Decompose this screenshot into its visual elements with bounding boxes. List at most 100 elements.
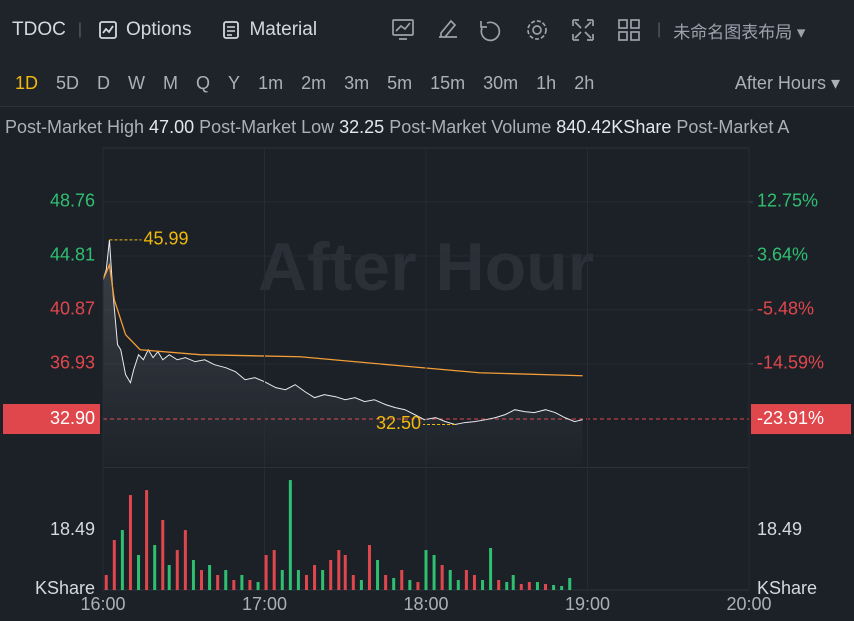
timeframe[interactable]: 1m bbox=[258, 72, 284, 93]
timeframe[interactable]: 1h bbox=[536, 72, 557, 93]
volume-bar bbox=[304, 575, 308, 590]
y-tick-label: 18.49 bbox=[50, 519, 95, 539]
timeframe[interactable]: Y bbox=[228, 72, 241, 93]
volume-bar bbox=[161, 520, 165, 590]
volume-bar bbox=[240, 575, 244, 590]
layout-name[interactable]: 未命名图表布局 ▾ bbox=[673, 22, 806, 42]
price-area bbox=[103, 239, 583, 465]
price-line bbox=[102, 262, 583, 377]
y2-axis-unit: KShare bbox=[757, 578, 817, 598]
volume-bar bbox=[497, 580, 501, 590]
layout-label: 未命名图表布局 bbox=[673, 22, 793, 42]
stat-label: Post-Market Volume bbox=[389, 116, 552, 137]
annotation: 45.99 bbox=[143, 229, 188, 249]
y-tick-label: 44.81 bbox=[50, 245, 95, 265]
volume-bar bbox=[568, 577, 572, 590]
stats-bar: Post-Market High 47.00 Post-Market Low 32.2… bbox=[0, 110, 854, 144]
timeframe[interactable]: 1D bbox=[15, 72, 39, 93]
volume-bar bbox=[288, 480, 292, 590]
volume-bar bbox=[200, 570, 204, 590]
timeframe[interactable]: W bbox=[128, 72, 146, 93]
volume-bar bbox=[552, 585, 556, 590]
symbol[interactable]: TDOC bbox=[12, 19, 66, 40]
volume-bar bbox=[424, 550, 428, 590]
stat-value: 32.25 bbox=[339, 116, 385, 137]
volume-bar bbox=[175, 550, 179, 590]
volume-bar bbox=[392, 577, 396, 590]
timeframe[interactable]: D bbox=[97, 72, 111, 93]
x-tick-label: 18:00 bbox=[403, 594, 448, 614]
volume-bar bbox=[464, 570, 468, 590]
stat-value: 47.00 bbox=[149, 116, 195, 137]
volume-bar bbox=[280, 570, 284, 590]
volume-bar bbox=[296, 570, 300, 590]
volume-bar bbox=[505, 582, 509, 590]
volume-bar bbox=[359, 580, 363, 590]
x-tick-label: 16:00 bbox=[80, 594, 125, 614]
y2-tick-label: -14.59% bbox=[757, 353, 824, 373]
volume-bar bbox=[208, 565, 212, 590]
volume-bar bbox=[256, 582, 260, 590]
volume-bar bbox=[535, 582, 539, 590]
x-tick-label: 19:00 bbox=[565, 594, 610, 614]
timeframe[interactable]: 5D bbox=[56, 72, 80, 93]
last-price-box bbox=[3, 404, 100, 435]
volume-bar bbox=[351, 575, 355, 590]
toolbar: TDOC | Options Material | 未命名图表布局 ▾ bbox=[0, 0, 854, 60]
timeframe[interactable]: 30m bbox=[483, 72, 519, 93]
timeframe[interactable]: 5m bbox=[387, 72, 413, 93]
divider: | bbox=[657, 21, 662, 38]
volume-bar bbox=[104, 575, 108, 590]
y2-tick-label: 12.75% bbox=[757, 191, 818, 211]
timeframe[interactable]: Q bbox=[196, 72, 211, 93]
price-line bbox=[102, 239, 583, 425]
x-tick-label: 20:00 bbox=[726, 594, 771, 614]
stat-value: 840.42KShare bbox=[556, 116, 672, 137]
volume-bar bbox=[224, 570, 228, 590]
y-tick-label: 36.93 bbox=[50, 353, 95, 373]
session-label: After Hours bbox=[734, 72, 826, 93]
volume-bar bbox=[145, 490, 149, 590]
material-button[interactable]: Material bbox=[221, 19, 317, 41]
session-select[interactable]: After Hours ▾ bbox=[734, 72, 840, 93]
timeframe[interactable]: 3m bbox=[344, 72, 370, 93]
volume-bar bbox=[337, 550, 341, 590]
options-button[interactable]: Options bbox=[98, 19, 191, 41]
volume-bar bbox=[313, 565, 317, 590]
volume-bar bbox=[153, 545, 157, 590]
volume-bar bbox=[167, 565, 171, 590]
y-tick-label: 40.87 bbox=[50, 299, 95, 319]
y2-tick-label: 3.64% bbox=[757, 245, 808, 265]
timeframe[interactable]: M bbox=[163, 72, 179, 93]
stat-label: Post-Market A bbox=[676, 116, 790, 137]
icon bbox=[223, 21, 240, 39]
last-price-label: 32.90 bbox=[50, 408, 95, 428]
volume-bar bbox=[191, 560, 195, 590]
icon bbox=[99, 21, 117, 39]
tool-icons[interactable] bbox=[391, 15, 651, 45]
volume-bar bbox=[519, 583, 523, 590]
last-change-box bbox=[751, 404, 851, 435]
volume-bar bbox=[329, 560, 333, 590]
volume-bar bbox=[216, 575, 220, 590]
volume-bar bbox=[367, 545, 371, 590]
volume-bar bbox=[489, 548, 493, 590]
volume-bar bbox=[432, 555, 436, 590]
options-label: Options bbox=[125, 19, 192, 40]
volume-bar bbox=[527, 582, 531, 590]
timeframe[interactable]: 2m bbox=[301, 72, 327, 93]
timeframe[interactable]: 2h bbox=[574, 72, 595, 93]
volume-bar bbox=[112, 540, 116, 590]
volume-bar bbox=[232, 580, 236, 590]
timeframe[interactable]: 15m bbox=[430, 72, 466, 93]
volume-bar bbox=[481, 580, 485, 590]
volume-bar bbox=[137, 555, 141, 590]
volume-bar bbox=[408, 580, 412, 590]
volume-bar bbox=[448, 570, 452, 590]
volume-bar bbox=[560, 586, 564, 590]
stat-label: Post-Market High bbox=[5, 116, 145, 137]
volume-bar bbox=[472, 575, 476, 590]
volume-bar bbox=[400, 570, 404, 590]
